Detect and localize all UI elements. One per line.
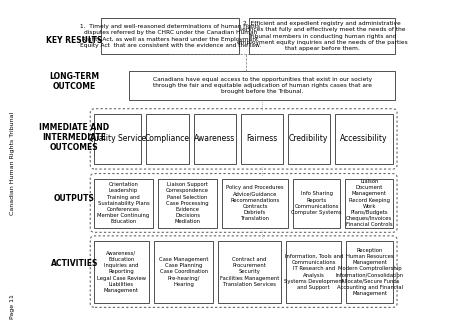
Bar (194, 114, 236, 164)
Text: Liaison
Document
Management
Record Keeping
Work
Plans/Budgets
Cheques/Invoices
F: Liaison Document Management Record Keepi… (346, 179, 392, 228)
Text: IMMEDIATE AND
INTERMEDIATE
OUTCOMES: IMMEDIATE AND INTERMEDIATE OUTCOMES (39, 123, 109, 152)
Text: Credibility: Credibility (289, 134, 328, 143)
Text: Policy and Procedures
Advice/Guidance
Recommendations
Contracts
Debriefs
Transla: Policy and Procedures Advice/Guidance Re… (226, 185, 284, 221)
Bar (146, 114, 189, 164)
Text: Accessibility: Accessibility (340, 134, 388, 143)
Text: Reception
Human Resources
Management
Modern Comptrollership
Information/Consolid: Reception Human Resources Management Mod… (336, 248, 404, 296)
Text: KEY RESULTS: KEY RESULTS (46, 36, 102, 45)
Text: ACTIVITIES: ACTIVITIES (50, 259, 98, 268)
Bar (94, 179, 153, 228)
Text: Quality Service: Quality Service (89, 134, 147, 143)
Bar (218, 241, 281, 303)
Text: 2. Efficient and expedient registry and administrative
services that fully and e: 2. Efficient and expedient registry and … (237, 21, 408, 51)
Bar (346, 241, 393, 303)
Bar (334, 114, 393, 164)
Text: Compliance: Compliance (145, 134, 190, 143)
Text: Liaison Support
Correspondence
Panel Selection
Case Processing
Evidence
Decision: Liaison Support Correspondence Panel Sel… (166, 182, 209, 224)
Bar (241, 114, 283, 164)
Text: Contract and
Procurement
Security
Facilities Management
Translation Services: Contract and Procurement Security Facili… (220, 257, 279, 287)
Bar (293, 179, 340, 228)
Bar (154, 241, 213, 303)
Bar (345, 179, 393, 228)
Text: OUTPUTS: OUTPUTS (54, 194, 94, 203)
Text: Case Management
Case Planning
Case Coordination
Pre-hearing/
Hearing: Case Management Case Planning Case Coord… (159, 257, 208, 287)
Bar (222, 179, 288, 228)
Bar (94, 114, 141, 164)
Bar (101, 18, 239, 54)
Text: Canadians have equal access to the opportunities that exist in our society
throu: Canadians have equal access to the oppor… (153, 77, 372, 94)
Bar (158, 179, 217, 228)
Text: Fairness: Fairness (246, 134, 278, 143)
Bar (129, 71, 396, 100)
Text: Awareness: Awareness (194, 134, 236, 143)
Bar (286, 241, 342, 303)
Text: Orientation
Leadership
Training and
Sustainability Plans
Conferences
Member Cont: Orientation Leadership Training and Sust… (97, 182, 149, 224)
Bar (249, 18, 396, 54)
Text: 1.  Timely and well-reasoned determinations of human rights
disputes referred by: 1. Timely and well-reasoned determinatio… (80, 24, 261, 48)
Text: Info Sharing
Reports
Communications
Computer Systems: Info Sharing Reports Communications Comp… (291, 191, 342, 215)
Text: Awareness/
Education
Inquiries and
Reporting
Legal Case Review
Liabilities
Manag: Awareness/ Education Inquiries and Repor… (97, 251, 146, 293)
Text: LONG-TERM
OUTCOME: LONG-TERM OUTCOME (49, 72, 99, 91)
Text: Canadian Human Rights Tribunal: Canadian Human Rights Tribunal (10, 111, 15, 215)
Bar (288, 114, 330, 164)
Text: Page 11: Page 11 (10, 294, 15, 319)
Bar (94, 241, 149, 303)
Text: Information, Tools and
Communications
IT Research and
Analysis
Systems Developme: Information, Tools and Communications IT… (284, 254, 344, 290)
